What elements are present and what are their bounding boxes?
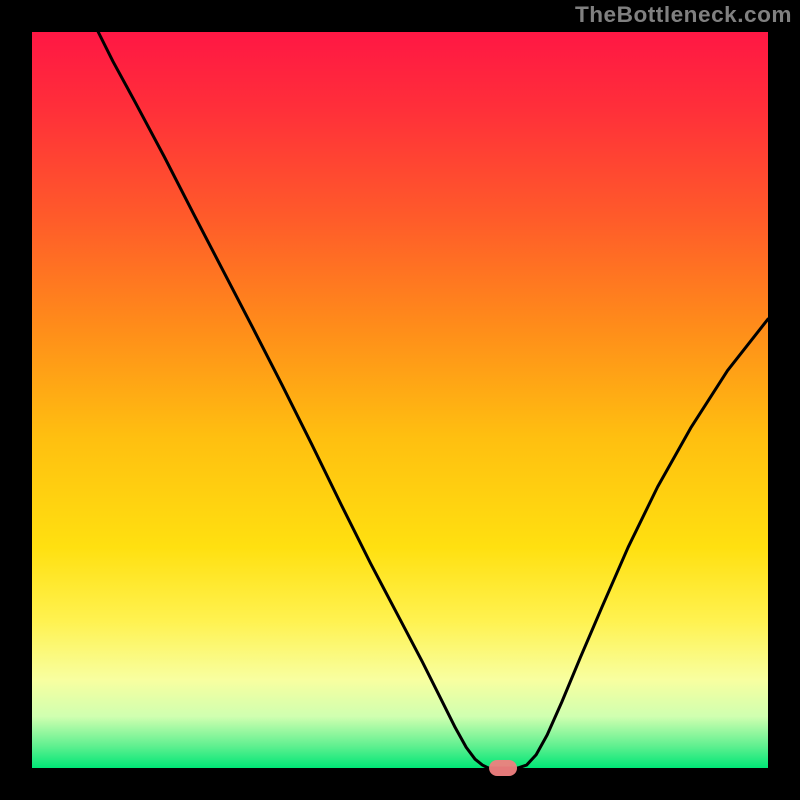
bottleneck-marker (489, 760, 517, 776)
watermark-label: TheBottleneck.com (575, 2, 792, 28)
chart-background-gradient (32, 32, 768, 768)
bottleneck-chart (0, 0, 800, 800)
